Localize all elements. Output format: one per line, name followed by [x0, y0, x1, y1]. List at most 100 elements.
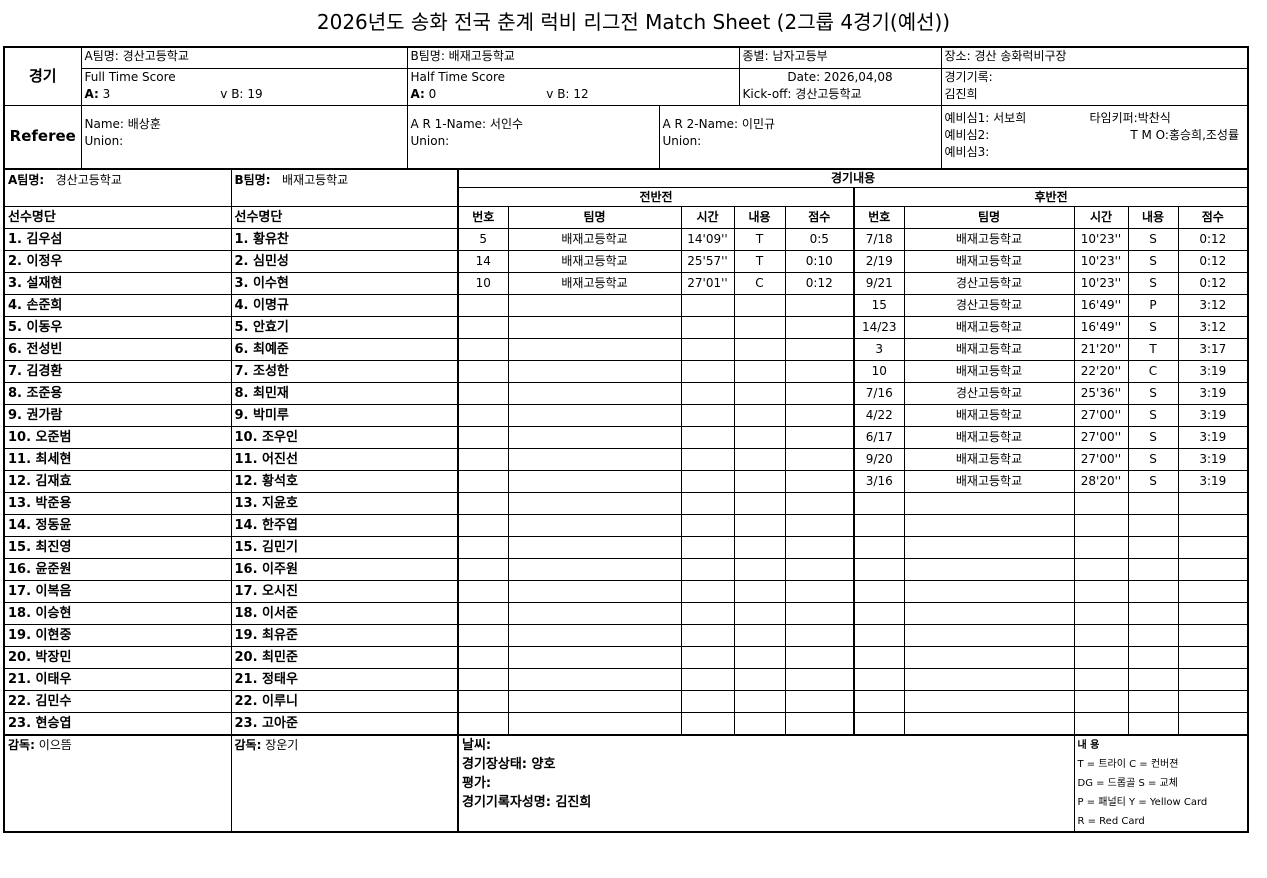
player-a: 11. 최세현: [3, 448, 232, 471]
player-b: 6. 최예준: [230, 338, 459, 361]
event-cell: 10'23'': [1073, 250, 1129, 273]
event-cell: [733, 646, 786, 669]
coach-b-name: 장운기: [265, 738, 299, 752]
event-cell: [733, 558, 786, 581]
table-row: 22. 김민수 22. 이루니: [3, 690, 1249, 713]
event-cell: 0:12: [1177, 228, 1249, 251]
reserve-1: 예비심1: 서보희: [944, 110, 1027, 125]
table-row: 6. 전성빈 6. 최예준 3 배재고등학교 21'20'' T 3:17: [3, 338, 1249, 361]
event-cell: T: [733, 250, 786, 273]
player-a: 5. 이동우: [3, 316, 232, 339]
event-cell: [507, 470, 682, 493]
event-cell: [1177, 558, 1249, 581]
half-score-b: 12: [573, 86, 589, 101]
event-cell: 3:12: [1177, 316, 1249, 339]
team-a-name: 경산고등학교: [55, 173, 122, 187]
event-cell: [733, 338, 786, 361]
event-cell: [1127, 536, 1179, 559]
event-cell: [457, 338, 509, 361]
player-a: 17. 이복음: [3, 580, 232, 603]
coach-a-label: 감독:: [8, 738, 35, 752]
event-cell: 3:17: [1177, 338, 1249, 361]
player-a: 23. 현승엽: [3, 712, 232, 736]
event-cell: [853, 668, 905, 691]
referee-name: Name: 배상훈: [84, 116, 161, 131]
event-cell: [733, 580, 786, 603]
event-cell: [1073, 690, 1129, 713]
ar2-info: A R 2-Name: 이민규 Union:: [658, 104, 942, 170]
event-cell: [1177, 580, 1249, 603]
team-b-name: 배재고등학교: [281, 173, 349, 187]
player-b: 15. 김민기: [230, 536, 459, 559]
event-cell: 배재고등학교: [903, 404, 1075, 427]
event-cell: 5: [457, 228, 509, 251]
roster-header-a: 선수명단: [3, 206, 232, 229]
event-cell: [507, 602, 682, 625]
coach-a-name: 이으뜸: [38, 738, 72, 752]
event-cell: [1127, 492, 1179, 515]
column-header-first-4: 점수: [784, 206, 855, 229]
event-cell: [457, 448, 509, 471]
event-cell: [784, 712, 855, 736]
table-row: 16. 윤준원 16. 이주원: [3, 558, 1249, 581]
event-cell: [1127, 690, 1179, 713]
event-cell: [457, 668, 509, 691]
event-cell: 16'49'': [1073, 316, 1129, 339]
event-cell: P: [1127, 294, 1179, 317]
event-cell: 배재고등학교: [903, 316, 1075, 339]
event-cell: [784, 580, 855, 603]
event-cell: 배재고등학교: [903, 228, 1075, 251]
table-row: 17. 이복음 17. 오시진: [3, 580, 1249, 603]
venue: 장소: 경산 송화럭비구장: [940, 46, 1249, 69]
event-cell: 3/16: [853, 470, 905, 493]
event-cell: 9/20: [853, 448, 905, 471]
event-cell: [853, 712, 905, 736]
event-cell: 3:19: [1177, 448, 1249, 471]
event-cell: 0:10: [784, 250, 855, 273]
event-cell: [1073, 602, 1129, 625]
event-cell: [784, 448, 855, 471]
event-cell: [903, 492, 1075, 515]
recorder: 경기기록: 김진희: [940, 67, 1249, 106]
event-cell: 22'20'': [1073, 360, 1129, 383]
event-cell: [733, 470, 786, 493]
player-a: 4. 손준희: [3, 294, 232, 317]
event-cell: 배재고등학교: [507, 228, 682, 251]
event-cell: [680, 382, 735, 405]
event-cell: [784, 514, 855, 537]
column-header-first-2: 시간: [680, 206, 735, 229]
event-cell: [784, 690, 855, 713]
table-row: 15. 최진영 15. 김민기: [3, 536, 1249, 559]
event-cell: 3: [853, 338, 905, 361]
player-a: 9. 권가람: [3, 404, 232, 427]
event-cell: [784, 404, 855, 427]
reserve-officials: 예비심1: 서보희 예비심2: 예비심3: 타임키퍼:박찬식 T M O:홍승희…: [940, 104, 1249, 170]
reserve-3: 예비심3:: [944, 144, 990, 159]
legend-item: R = Red Card: [1077, 816, 1145, 827]
event-cell: [680, 360, 735, 383]
event-cell: [1073, 514, 1129, 537]
event-cell: [733, 602, 786, 625]
player-a: 12. 김재효: [3, 470, 232, 493]
player-a: 15. 최진영: [3, 536, 232, 559]
event-cell: [680, 492, 735, 515]
table-row: 8. 조준용 8. 최민재 7/16 경산고등학교 25'36'' S 3:19: [3, 382, 1249, 405]
player-b: 1. 황유찬: [230, 228, 459, 251]
event-cell: [1073, 558, 1129, 581]
event-cell: [853, 492, 905, 515]
event-cell: [853, 624, 905, 647]
event-cell: [507, 624, 682, 647]
event-cell: [1177, 668, 1249, 691]
event-cell: 3:19: [1177, 404, 1249, 427]
event-cell: [457, 602, 509, 625]
event-cell: [507, 668, 682, 691]
event-cell: [507, 646, 682, 669]
event-cell: [507, 294, 682, 317]
player-b: 20. 최민준: [230, 646, 459, 669]
player-b: 12. 황석호: [230, 470, 459, 493]
event-cell: [507, 514, 682, 537]
match-date: Date: 2026,04,08: [787, 69, 893, 84]
event-cell: 0:12: [1177, 272, 1249, 295]
event-cell: 배재고등학교: [903, 360, 1075, 383]
event-cell: [457, 316, 509, 339]
